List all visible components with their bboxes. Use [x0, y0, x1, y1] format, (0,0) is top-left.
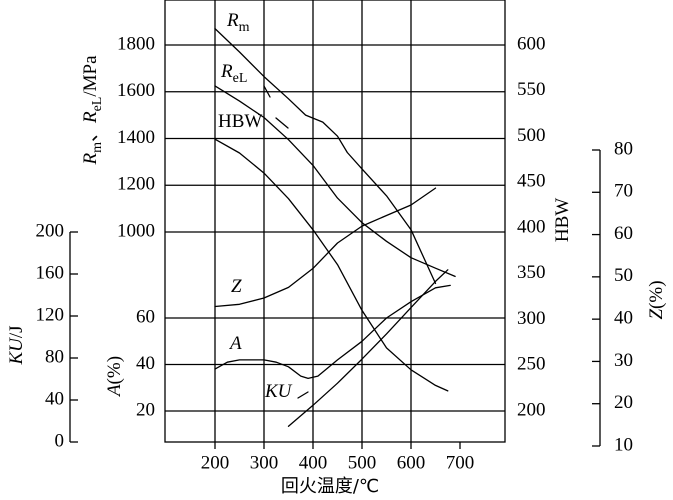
- tick-label: 200: [201, 452, 230, 473]
- tick-label: 30: [614, 350, 633, 371]
- curve-rm: [214, 27, 437, 285]
- tick-label: 550: [517, 79, 546, 100]
- leader-line-ku: [297, 391, 309, 399]
- tick-label: 40: [614, 308, 633, 329]
- tick-label: 1000: [117, 220, 155, 241]
- tick-label: 1800: [117, 33, 155, 54]
- tick-label: 1600: [117, 80, 155, 101]
- curve-a: [214, 284, 451, 380]
- grid: [164, 0, 506, 443]
- tick-label: 200: [517, 399, 546, 420]
- curve-label-a: A: [228, 333, 242, 354]
- a-axis-title: A(%): [104, 356, 125, 398]
- tick-label: 10: [614, 434, 633, 455]
- tick-label: 200: [36, 220, 65, 241]
- tick-label: 250: [517, 354, 546, 375]
- curve-rel: [214, 85, 456, 278]
- tick-label: 700: [446, 452, 475, 473]
- tick-label: 160: [36, 262, 65, 283]
- tick-label: 300: [517, 308, 546, 329]
- tick-label: 600: [517, 33, 546, 54]
- tick-label: 300: [250, 452, 279, 473]
- tick-label: 50: [614, 265, 633, 286]
- tick-label: 60: [614, 223, 633, 244]
- curve-label-rm: Rm: [226, 10, 250, 35]
- strength-axis-title: Rm、ReL/MPa: [80, 55, 105, 166]
- labels: Rm ReL HBW Z A KU: [218, 10, 309, 402]
- tick-label: 40: [136, 353, 155, 374]
- tick-label: 120: [36, 304, 65, 325]
- tick-label: 500: [348, 452, 377, 473]
- tick-label: 600: [397, 452, 426, 473]
- ku-axis-title: KU/J: [6, 325, 27, 365]
- tick-label: 1400: [117, 127, 155, 148]
- tick-label: 80: [45, 346, 64, 367]
- tick-label: 1200: [117, 174, 155, 195]
- tick-label: 60: [136, 306, 155, 327]
- tick-label: 500: [517, 125, 546, 146]
- tick-label: 80: [614, 138, 633, 159]
- tick-label: 70: [614, 181, 633, 202]
- curve-ku: [287, 269, 449, 427]
- tick-label: 400: [299, 452, 328, 473]
- leader-line-rel: [263, 85, 271, 98]
- leader-line-hbw: [275, 117, 289, 129]
- tick-label: 40: [45, 388, 64, 409]
- curve-label-z: Z: [231, 276, 242, 297]
- plot-frame: [164, 0, 506, 443]
- tick-label: 20: [136, 399, 155, 420]
- curve-hbw: [214, 138, 449, 392]
- tick-label: 20: [614, 392, 633, 413]
- z-axis-title: Z(%): [646, 280, 667, 319]
- curve-label-ku: KU: [264, 381, 293, 402]
- curve-label-rel: ReL: [220, 61, 247, 86]
- tick-label: 350: [517, 262, 546, 283]
- axes: 200 300 400 500 600 70010001200140016001800Rm…: [6, 33, 667, 473]
- x-axis-title: 回火温度/℃: [281, 476, 379, 497]
- tick-label: 450: [517, 171, 546, 192]
- curve-label-hbw: HBW: [218, 111, 262, 132]
- hbw-axis-title: HBW: [552, 198, 573, 242]
- curve-z: [214, 187, 437, 308]
- tick-label: 0: [55, 430, 65, 451]
- curves: [214, 27, 456, 427]
- tick-label: 400: [517, 216, 546, 237]
